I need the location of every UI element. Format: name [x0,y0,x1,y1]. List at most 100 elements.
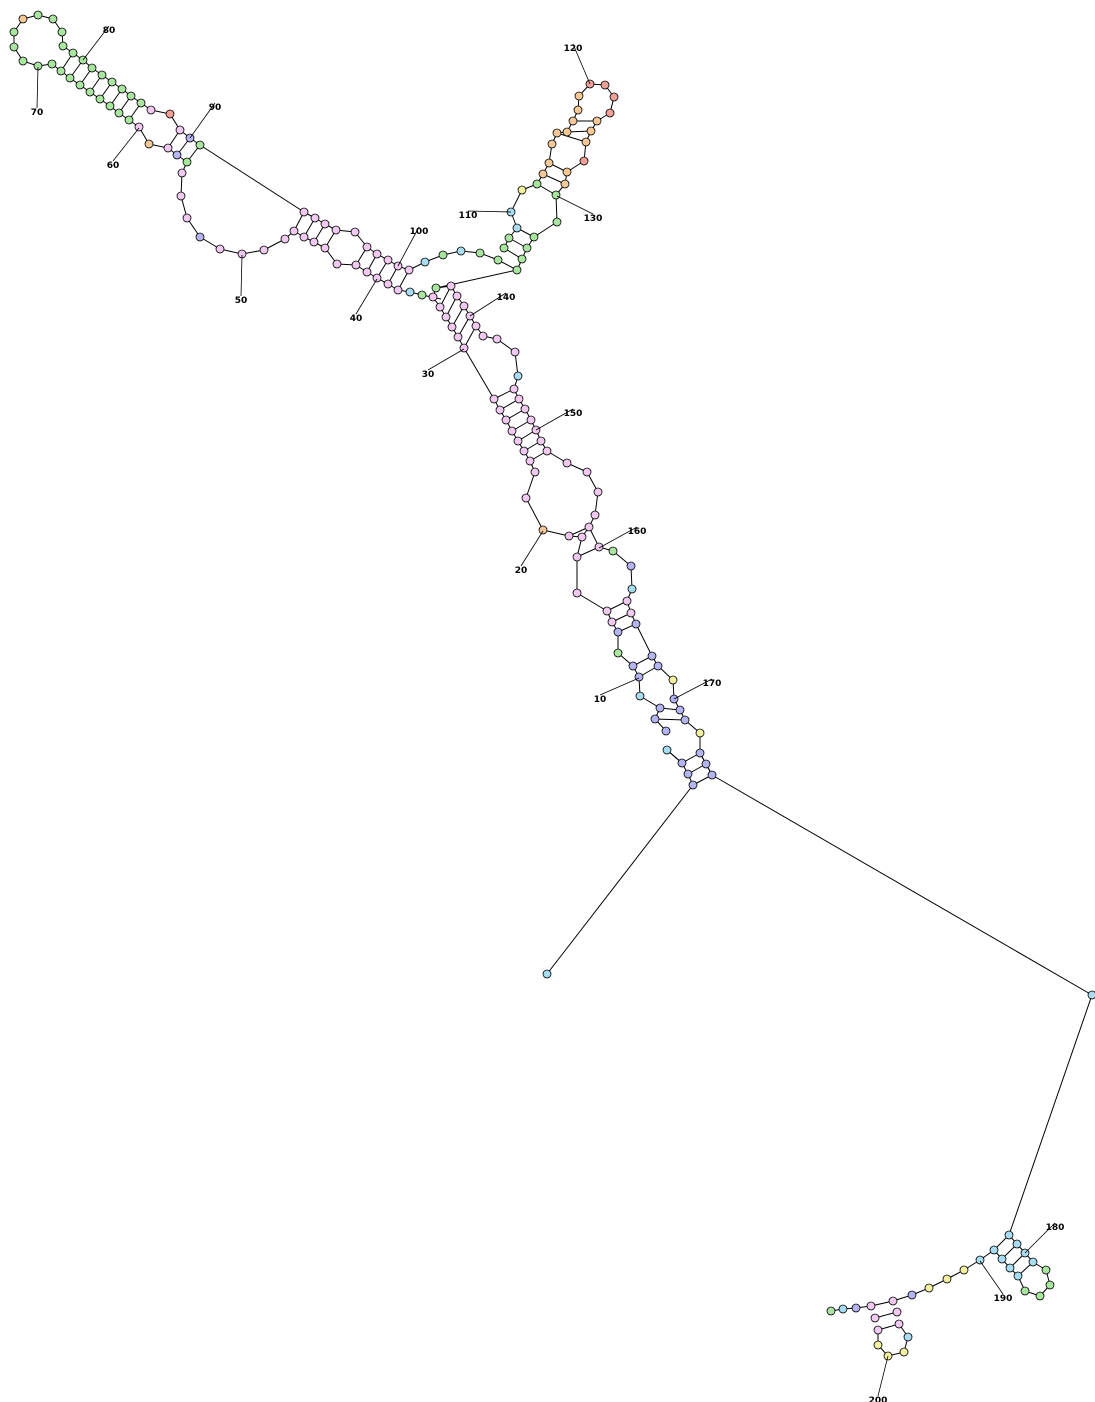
nucleotide [577,532,587,542]
nucleotide [584,522,594,532]
nucleotide [195,232,205,242]
position-label: 130 [584,214,603,224]
nucleotide [48,14,58,24]
nucleotide [866,1301,876,1311]
position-label: 40 [350,314,363,324]
nucleotide [707,770,717,780]
nucleotide [1041,1265,1051,1275]
label-tick [1024,1222,1056,1254]
nucleotide [18,14,28,24]
label-tick [673,678,713,700]
nucleotide [512,223,522,233]
nucleotide [613,648,623,658]
nucleotide [894,1319,904,1329]
label-tick [598,526,638,549]
nucleotide [924,1283,934,1293]
nucleotide [532,179,542,189]
nucleotide [574,91,584,101]
nucleotide [492,334,502,344]
nucleotide [58,41,68,51]
nucleotide [688,780,698,790]
nucleotide [117,84,127,94]
nucleotide [1087,990,1095,1000]
nucleotide [826,1306,836,1316]
nucleotide [650,714,660,724]
nucleotide [33,10,43,20]
nucleotide [562,458,572,468]
nucleotide [907,1290,917,1300]
nucleotide [501,415,511,425]
nucleotide [582,467,592,477]
nucleotide [332,259,342,269]
nucleotide [1035,1291,1045,1301]
nucleotide [478,331,488,341]
nucleotide [435,302,445,312]
backbone-segment [1008,994,1093,1236]
nucleotide [289,226,299,236]
nucleotide [362,267,372,277]
nucleotide [608,546,618,556]
nucleotide [661,726,671,736]
nucleotide [431,283,441,293]
nucleotide [383,279,393,289]
backbone-segment [576,592,608,612]
nucleotide [517,185,527,195]
nucleotide [662,745,672,755]
backbone-segment [525,497,544,531]
position-label: 120 [564,44,583,54]
nucleotide [107,77,117,87]
nucleotide [590,510,600,520]
nucleotide [310,213,320,223]
nucleotide [1020,1286,1030,1296]
nucleotide [404,265,414,275]
nucleotide [562,127,572,137]
nucleotide [9,27,19,37]
nucleotide [507,426,517,436]
nucleotide [668,675,678,685]
nucleotide [605,108,615,118]
nucleotide [544,158,554,168]
nucleotide [134,122,144,132]
nucleotide [592,116,602,126]
nucleotide [259,245,269,255]
nucleotide [114,108,124,118]
label-tick [469,292,507,317]
nucleotide [519,446,529,456]
nucleotide [579,156,589,166]
position-label: 70 [31,108,44,118]
label-tick [427,348,465,371]
label-tick [355,278,378,315]
nucleotide [47,59,57,69]
nucleotide [65,73,75,83]
nucleotide [568,116,578,126]
nucleotide [489,394,499,404]
nucleotide [513,436,523,446]
nucleotide [647,651,657,661]
nucleotide [459,301,469,311]
nucleotide [622,596,632,606]
nucleotide [899,1347,909,1357]
nucleotide [97,70,107,80]
nucleotide [18,56,28,66]
nucleotide [320,219,330,229]
nucleotide [635,691,645,701]
nucleotide [136,98,146,108]
nucleotide [56,66,66,76]
nucleotide [538,169,548,179]
nucleotide [362,242,372,252]
label-tick [467,210,512,213]
nucleotide [517,254,527,264]
nucleotide [573,105,583,115]
nucleotide [163,143,173,153]
backbone-segment [546,784,694,975]
nucleotide [1045,1280,1055,1290]
nucleotide [446,281,456,291]
nucleotide [512,265,522,275]
nucleotide [383,255,393,265]
nucleotide [683,769,693,779]
nucleotide [542,446,552,456]
nucleotide [105,101,115,111]
nucleotide [320,243,330,253]
position-labels: 10 20 30 40 50 60 70 80 90 100 110 120 130 140 150 160 1… [31,25,1064,1402]
